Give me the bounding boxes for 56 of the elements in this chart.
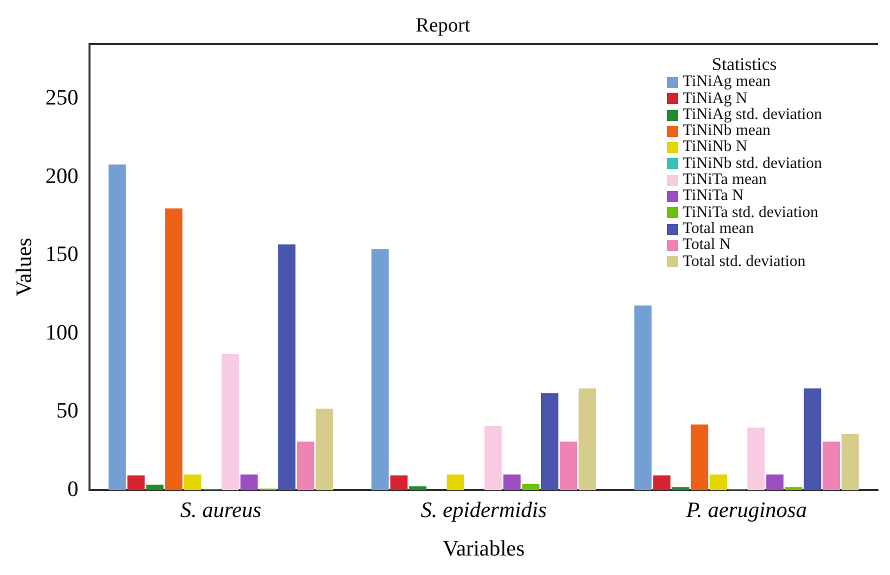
legend-label: TiNiTa mean bbox=[682, 171, 767, 188]
bar bbox=[278, 244, 296, 490]
legend-label: TiNiTa N bbox=[682, 187, 744, 205]
bar bbox=[165, 208, 182, 490]
bar bbox=[653, 475, 670, 490]
y-tick-label: 100 bbox=[45, 319, 78, 344]
x-tick-label: P. aeruginosa bbox=[685, 497, 807, 522]
bar bbox=[634, 305, 652, 490]
bar bbox=[560, 442, 578, 490]
bar bbox=[842, 434, 859, 490]
bar bbox=[296, 442, 314, 490]
y-tick-label: 0 bbox=[67, 476, 78, 501]
bar bbox=[108, 164, 126, 490]
legend-label: TiNiAg std. deviation bbox=[682, 106, 822, 124]
y-tick-label: 200 bbox=[45, 162, 78, 188]
legend-label: TiNiAg N bbox=[682, 90, 748, 107]
bar bbox=[785, 487, 802, 490]
bar bbox=[146, 484, 164, 490]
bar bbox=[240, 474, 258, 490]
bar bbox=[390, 475, 408, 490]
bar bbox=[446, 474, 464, 490]
bar bbox=[578, 388, 596, 490]
bar bbox=[766, 474, 784, 490]
y-axis-title: Values bbox=[10, 238, 36, 296]
bar bbox=[127, 475, 145, 490]
y-tick-label: 250 bbox=[45, 84, 78, 110]
bar bbox=[503, 474, 521, 490]
y-tick-label: 50 bbox=[56, 398, 78, 423]
bar bbox=[184, 474, 202, 490]
legend-label: TiNiNb N bbox=[682, 138, 748, 156]
y-tick-label: 150 bbox=[45, 241, 78, 266]
legend-label: TiNiAg mean bbox=[682, 73, 770, 91]
bar bbox=[672, 487, 690, 490]
x-tick-label: S. epidermidis bbox=[420, 497, 547, 522]
legend-title: Statistics bbox=[710, 54, 778, 74]
legend-label: Total N bbox=[682, 236, 731, 254]
bar bbox=[222, 354, 239, 490]
x-axis-title: Variables bbox=[442, 536, 525, 561]
bar bbox=[710, 474, 727, 490]
legend-label: Total mean bbox=[682, 220, 754, 238]
legend-label: TiNiTa std. deviation bbox=[682, 204, 818, 221]
bar bbox=[690, 424, 708, 490]
bar bbox=[540, 393, 558, 490]
chart-title: Report bbox=[416, 14, 471, 36]
legend-label: TiNiNb mean bbox=[682, 122, 770, 140]
bar bbox=[747, 428, 765, 490]
bar bbox=[316, 408, 334, 490]
legend-label: Total std. deviation bbox=[682, 252, 806, 270]
x-tick-label: S. aureus bbox=[180, 497, 262, 522]
bar bbox=[522, 484, 540, 490]
bar bbox=[822, 442, 840, 490]
bar bbox=[804, 388, 822, 490]
bar bbox=[371, 249, 389, 490]
legend-label: TiNiNb std. deviation bbox=[682, 154, 822, 172]
bar bbox=[484, 426, 502, 490]
bar bbox=[409, 486, 426, 490]
